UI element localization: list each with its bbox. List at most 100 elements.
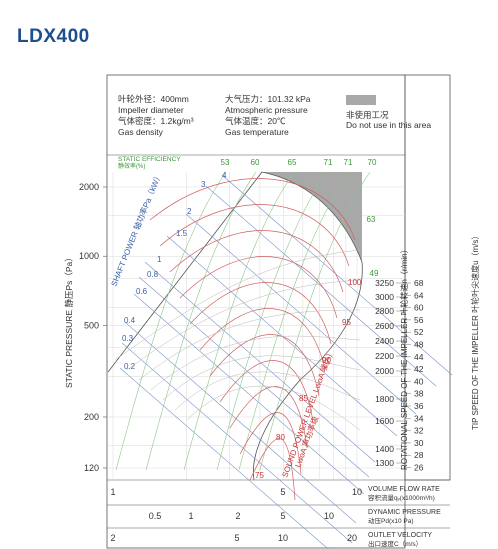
efficiency-curve [145,171,257,471]
sound-power-value: 85 [299,394,308,403]
rpm-tick-label: 2000 [375,366,394,376]
shaft-power-labels: 0.2 0.3 0.4 0.6 0.8 1 1.5 2 3 4 [122,171,227,371]
shaft-power-line [138,276,370,478]
tip-speed-tick-label: 42 [414,364,424,374]
tip-speed-tick-label: 60 [414,303,424,313]
x-tick-label: 1 [188,511,193,521]
rpm-tick-label: 1300 [375,458,394,468]
tip-speed-tick-label: 64 [414,290,424,300]
x-tick-label: 1 [110,487,115,497]
right-axis-frame [404,74,451,481]
x-tick-label: 5 [280,487,285,497]
no-use-cn: 非使用工况 [346,110,389,120]
shaft-power-line [125,322,357,524]
rpm-tick-label: 1600 [375,416,394,426]
sound-curve [138,309,361,381]
performance-envelope [107,171,363,481]
y-axis-label: STATIC PRESSURE 静压Ps（Pa） [64,253,74,388]
impeller-diameter-en: Impeller diameter [118,105,184,115]
x-tick-label: 0.5 [149,511,162,521]
tip-speed-tick-label: 48 [414,340,424,350]
y-tick-label: 2000 [79,182,99,192]
rpm-tick-label: 2600 [375,321,394,331]
y-axis-ticks: 120 200 500 1000 2000 [79,182,107,473]
gas-temp-en: Gas temperature [225,127,289,137]
speed-curve [229,386,308,449]
x-tick-label: 5 [280,511,285,521]
tip-speed-tick-label: 36 [414,401,424,411]
sound-curve [114,249,361,361]
rpm-tick-label: 1800 [375,394,394,404]
shaft-power-value: 0.8 [147,270,159,279]
efficiency-curve [183,171,295,471]
efficiency-label: 71 [344,158,353,167]
tip-speed-tick-label: 56 [414,315,424,325]
volume-flow-cn-label: 容积流量qᵥ(x1000m³/h) [368,493,435,502]
shaft-power-value: 4 [222,171,227,180]
shaft-power-value: 0.2 [124,362,136,371]
rpm-tick-label: 2200 [375,351,394,361]
tip-speed-tick-label: 28 [414,450,424,460]
rotational-speed-ticks: 3250 3000 2800 2600 2400 2200 2000 1800 1600 1400… [375,278,405,468]
shaft-power-value: 0.4 [124,316,136,325]
sound-power-value: 100 [348,278,362,287]
rpm-tick-label: 3000 [375,292,394,302]
sound-curve [126,279,361,371]
rotational-speed-label: ROTATIONAL SPEED OF THE IMPELLER 叶轮转速n（r… [399,245,409,470]
shaft-power-line [205,185,437,387]
efficiency-label: 53 [221,158,230,167]
sound-power-value: 90 [322,356,331,365]
tip-speed-tick-label: 44 [414,352,424,362]
efficiency-curve [238,171,350,471]
efficiency-label: 65 [288,158,297,167]
gas-density-cn: 气体密度：1.2kg/m³ [118,116,194,126]
shaft-power-line [144,261,376,463]
efficiency-label: 70 [368,158,377,167]
efficiency-curve [115,171,227,471]
tip-speed-ticks: 68 64 60 56 52 48 44 42 40 38 36 34 32 30 28 26 [405,278,424,473]
atm-pressure-cn: 大气压力：101.32 kPa [225,94,311,104]
dynamic-pressure-cn-label: 动压Pd(x10 Pa) [368,517,414,525]
gas-temp-cn: 气体温度：20℃ [225,116,286,126]
tip-speed-tick-label: 40 [414,376,424,386]
y-tick-label: 500 [84,320,99,330]
tip-speed-tick-label: 38 [414,389,424,399]
x-tick-label: 2 [235,511,240,521]
no-use-en: Do not use in this area [346,120,431,130]
efficiency-label: 49 [370,269,379,278]
x-tick-label: 10 [324,511,334,521]
atm-pressure-en: Atmospheric pressure [225,105,308,115]
tip-speed-tick-label: 68 [414,278,424,288]
info-block: 叶轮外径：400mm Impeller diameter 气体密度：1.2kg/… [118,94,431,137]
rpm-tick-label: 2800 [375,306,394,316]
no-use-area [262,172,362,262]
impeller-diameter-cn: 叶轮外径：400mm [118,94,189,104]
y-tick-label: 200 [84,412,99,422]
shaft-power-value: 1 [157,255,162,264]
x-tick-label: 10 [278,533,288,543]
tip-speed-tick-label: 52 [414,327,424,337]
speed-curve [209,334,320,397]
sound-power-label: SOUND POWER LEVEL LwoA 噪(A) [280,352,333,478]
tip-speed-tick-label: 30 [414,438,424,448]
efficiency-label: 71 [324,158,333,167]
x-tick-label: 10 [352,487,362,497]
tip-speed-tick-label: 34 [414,413,424,423]
tip-speed-tick-label: 26 [414,463,424,473]
volume-flow-label: VOLUME FLOW RATE [368,486,440,493]
shaft-power-value: 0.6 [136,287,148,296]
model-title: LDX400 [17,26,90,47]
speed-curve [149,178,356,241]
speed-curve [179,256,338,319]
rpm-tick-label: 3250 [375,278,394,288]
shaft-power-line [185,213,417,415]
speed-curve [159,204,350,267]
sound-power-value: 95 [342,318,351,327]
x-tick-label: 2 [110,533,115,543]
performance-curves [114,171,453,549]
shaft-power-line [121,342,353,544]
y-tick-label: 120 [84,463,99,473]
shaft-power-line [221,174,453,376]
rpm-tick-label: 1400 [375,444,394,454]
